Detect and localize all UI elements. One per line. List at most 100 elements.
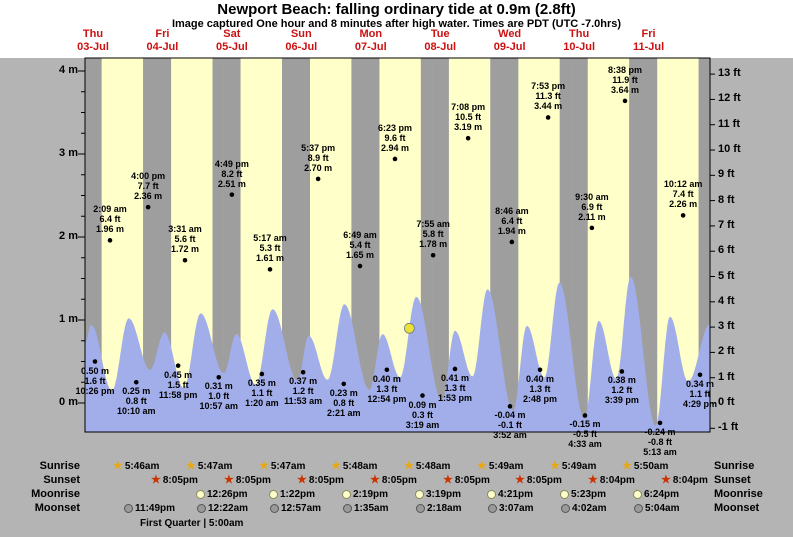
moonset-icon: [561, 504, 570, 513]
moonrise-icon: [560, 490, 569, 499]
high-tide-height-ft: 9.6 ft: [384, 132, 406, 143]
day-date: 04-Jul: [146, 41, 179, 53]
high-tide-dot: [589, 225, 595, 231]
astro-entry: 6:24pm: [633, 488, 679, 501]
astro-entry: 1:35am: [343, 502, 388, 515]
low-tide-height-m: 0.37 m: [289, 376, 318, 387]
high-tide-height-ft: 7.7 ft: [137, 181, 159, 192]
low-tide-height-m: 0.38 m: [607, 375, 636, 386]
high-tide-time: 7:53 pm: [531, 81, 566, 92]
high-tide-height-ft: 5.4 ft: [349, 240, 371, 251]
low-tide-dot: [216, 374, 222, 380]
low-tide-height-ft: 1.3 ft: [444, 382, 466, 393]
sunset-time: 8:04pm: [672, 475, 708, 486]
moonset-time: 3:07am: [499, 503, 534, 514]
sunrise-star-icon: ★: [550, 460, 560, 472]
low-tide-height-m: 0.23 m: [329, 387, 358, 398]
sunrise-star-icon: ★: [404, 460, 414, 472]
day-header: Thu 10-Jul: [563, 28, 595, 54]
low-tide-dot: [619, 369, 625, 374]
y-axis-label-ft: 11 ft: [718, 117, 741, 130]
high-tide-height-ft: 7.4 ft: [672, 189, 694, 200]
low-tide-label: 0.41 m 1.3 ft 1:53 pm: [426, 373, 484, 403]
plot-frame: [84, 57, 711, 433]
moonrise-icon: [269, 490, 278, 499]
low-tide-height-ft: 1.0 ft: [208, 391, 230, 402]
moonrise-time: 6:24pm: [644, 489, 680, 500]
low-tide-height-ft: 0.3 ft: [411, 409, 433, 420]
low-tide-height-m: 0.09 m: [408, 399, 437, 410]
moonset-time: 1:35am: [354, 503, 389, 514]
high-tide-label: 3:31 am 5.6 ft 1.72 m: [156, 224, 214, 254]
night-band: [490, 58, 502, 432]
astro-entry: ★ 5:46am: [113, 460, 159, 473]
high-tide-dot: [509, 239, 515, 245]
high-tide-dot: [145, 204, 151, 210]
high-tide-dot: [229, 192, 235, 197]
low-tide-label: 0.38 m 1.2 ft 3:39 pm: [593, 375, 651, 405]
high-tide-height-ft: 5.3 ft: [259, 243, 281, 254]
night-band: [143, 58, 155, 432]
day-date: 06-Jul: [285, 41, 318, 53]
high-tide-label: 10:12 am 7.4 ft 2.26 m: [654, 179, 712, 209]
night-band: [629, 58, 641, 432]
tide-curve: [85, 276, 710, 432]
high-tide-time: 8:46 am: [495, 205, 529, 216]
astro-entry: 2:19pm: [342, 488, 388, 501]
low-tide-dot: [300, 369, 306, 375]
low-tide-time: 12:54 pm: [367, 393, 407, 404]
sunrise-star-icon: ★: [259, 460, 269, 472]
night-band: [351, 58, 363, 432]
low-tide-height-m: 0.40 m: [372, 373, 401, 384]
moonset-time: 12:57am: [281, 503, 322, 514]
high-tide-height-m: 1.96 m: [95, 224, 125, 235]
sunrise-time: 5:48am: [342, 461, 378, 472]
high-tide-time: 4:49 pm: [214, 158, 249, 169]
astro-row-label-right: Sunset: [714, 474, 751, 486]
low-tide-height-ft: 0.8 ft: [125, 396, 147, 407]
sunrise-time: 5:49am: [488, 461, 524, 472]
night-band: [640, 58, 658, 432]
moonset-icon: [197, 504, 206, 513]
high-tide-label: 5:37 pm 8.9 ft 2.70 m: [289, 143, 347, 173]
sunset-star-icon: ★: [661, 474, 671, 486]
sunset-star-icon: ★: [588, 474, 598, 486]
moonset-time: 4:02am: [572, 503, 607, 514]
high-tide-height-m: 2.51 m: [217, 178, 246, 189]
low-tide-label: 0.35 m 1.1 ft 1:20 am: [233, 378, 291, 408]
night-band: [559, 58, 572, 432]
day-header: Thu 03-Jul: [77, 28, 109, 54]
sunset-star-icon: ★: [515, 474, 525, 486]
day-date: 08-Jul: [424, 41, 457, 53]
low-tide-label: 0.37 m 1.2 ft 11:53 am: [274, 376, 332, 406]
page-subtitle: Image captured One hour and 8 minutes af…: [171, 18, 622, 30]
high-tide-time: 5:37 pm: [301, 142, 336, 153]
moonrise-icon: [415, 490, 424, 499]
low-tide-height-ft: -0.1 ft: [497, 420, 522, 431]
low-tide-height-ft: -0.8 ft: [647, 436, 672, 447]
high-tide-height-ft: 5.8 ft: [422, 229, 444, 240]
day-name: Mon: [359, 28, 383, 40]
moonrise-icon: [196, 490, 205, 499]
sunset-star-icon: ★: [151, 474, 161, 486]
low-tide-height-ft: 0.8 ft: [333, 397, 355, 408]
astro-entry: 12:57am: [270, 502, 321, 515]
day-header: Sat 05-Jul: [216, 28, 248, 54]
high-tide-dot: [622, 98, 628, 104]
moonset-icon: [416, 504, 425, 513]
y-axis-label-ft: -1 ft: [718, 421, 739, 434]
astro-row-label-left: Moonrise: [31, 488, 80, 500]
low-tide-label: -0.15 m -0.5 ft 4:33 am: [556, 419, 614, 449]
night-band: [293, 58, 311, 432]
day-name: Thu: [569, 28, 590, 40]
sunset-star-icon: ★: [297, 474, 307, 486]
current-tide-marker: [403, 322, 415, 334]
day-header: Mon 07-Jul: [355, 28, 387, 54]
moon-phase-text: First Quarter | 5:00am: [140, 518, 244, 529]
low-tide-height-ft: 1.3 ft: [376, 383, 398, 394]
sunrise-time: 5:48am: [415, 461, 451, 472]
sunset-time: 8:05pm: [526, 475, 562, 486]
astro-entry: ★ 8:05pm: [151, 474, 198, 487]
moonset-time: 11:49pm: [135, 503, 176, 514]
moonset-time: 12:22am: [208, 503, 249, 514]
